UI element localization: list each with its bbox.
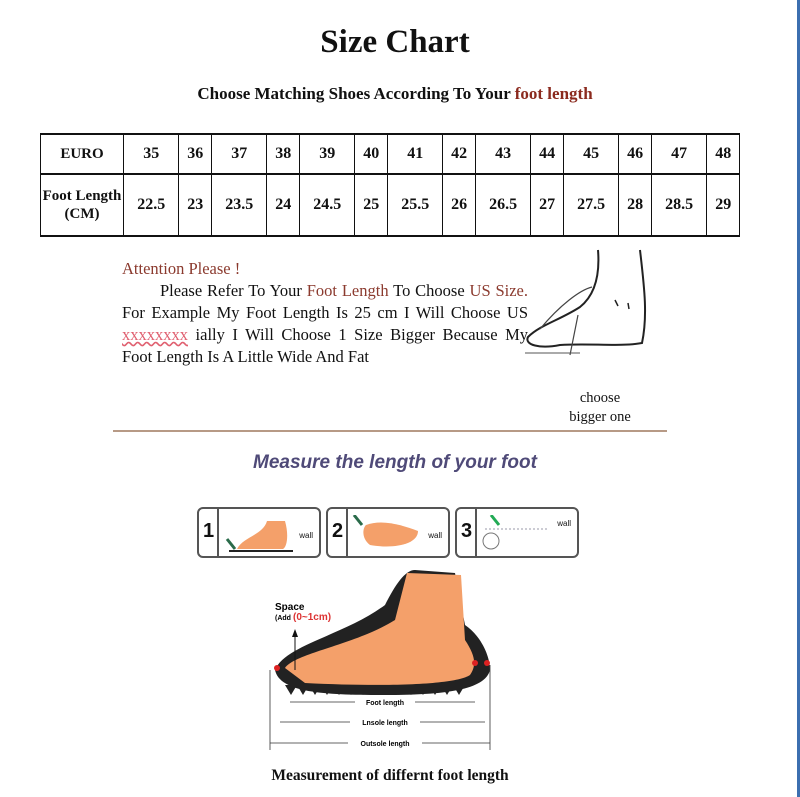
foot-step-icon — [482, 515, 549, 550]
foot-length-cell: 25.5 — [386, 174, 444, 236]
shoe-diagram: Space (Add (0~1cm) Foot length Lnsole le… — [269, 570, 491, 750]
text: To Choose — [388, 281, 470, 300]
divider — [113, 430, 667, 432]
foot-length-cell: 22.5 — [122, 174, 180, 236]
attention-body: Please Refer To Your Foot Length To Choo… — [122, 280, 528, 368]
text: ially I Will Choose 1 Size Bigger Becaus… — [122, 325, 528, 366]
euro-size-cell: 37 — [210, 134, 268, 175]
euro-size-cell: 41 — [386, 134, 444, 175]
foot-length-cell: 26 — [442, 174, 476, 236]
subtitle-text: Choose Matching Shoes According To Your — [197, 84, 515, 103]
choose-bigger-note: choose bigger one — [569, 390, 631, 425]
step-number: 2 — [332, 520, 344, 542]
subtitle-highlight: foot length — [514, 84, 593, 103]
foot-length-cell: 27.5 — [562, 174, 620, 236]
euro-size-cell: 42 — [442, 134, 476, 175]
row-header: Foot Length (CM) — [40, 174, 124, 236]
attention-note: Attention Please ! Please Refer To Your … — [122, 258, 528, 368]
space-range: (0~1cm) — [293, 612, 331, 623]
euro-size-cell: 35 — [122, 134, 180, 175]
euro-size-cell: 44 — [530, 134, 564, 175]
foot-length-cell: 28.5 — [650, 174, 708, 236]
row-header: EURO — [40, 134, 124, 175]
euro-size-cell: 43 — [474, 134, 532, 175]
wall-label: wall — [557, 519, 571, 528]
footer-caption: Measurement of differnt foot length — [271, 767, 509, 784]
euro-size-cell: 38 — [266, 134, 300, 175]
step-number: 3 — [461, 520, 473, 542]
euro-row: EURO 35 36 37 38 39 40 41 42 43 44 45 46 47 48 — [40, 134, 740, 175]
foot-length-label: Foot length — [366, 700, 404, 707]
wall-label: wall — [428, 531, 442, 540]
attention-heading: Attention Please ! — [122, 259, 241, 278]
foot-length-cell: 24 — [266, 174, 300, 236]
page-title: Size Chart — [320, 24, 470, 60]
text: For Example My Foot Length Is 25 cm I Wi… — [122, 303, 528, 322]
foot-step-icon — [225, 521, 293, 552]
euro-size-cell: 46 — [618, 134, 652, 175]
space-label: Space — [275, 602, 305, 613]
insole-length-label: Lnsole length — [362, 720, 408, 727]
euro-size-cell: 47 — [650, 134, 708, 175]
euro-size-cell: 40 — [354, 134, 388, 175]
foot-length-row: Foot Length (CM) 22.5 23 23.5 24 24.5 25 25.5 26… — [40, 174, 740, 236]
text: Please Refer To Your — [160, 281, 307, 300]
euro-size-cell: 39 — [298, 134, 356, 175]
step-number: 1 — [203, 520, 215, 542]
foot-length-cell: 29 — [706, 174, 740, 236]
foot-sketch-icon — [525, 249, 647, 356]
highlight: Foot Length — [306, 281, 389, 300]
wall-label: wall — [299, 531, 313, 540]
measure-step-2: 2 wall — [326, 507, 450, 558]
foot-length-cell: 26.5 — [474, 174, 532, 236]
euro-size-cell: 36 — [178, 134, 212, 175]
subtitle: Choose Matching Shoes According To Your … — [0, 84, 790, 104]
size-table: EURO 35 36 37 38 39 40 41 42 43 44 45 46 47 48 Foot Le… — [40, 133, 740, 237]
foot-length-cell: 24.5 — [298, 174, 356, 236]
foot-length-cell: 27 — [530, 174, 564, 236]
measure-step-3: 3 wall — [455, 507, 579, 558]
euro-size-cell: 45 — [562, 134, 620, 175]
measure-title: Measure the length of your foot — [253, 452, 537, 473]
foot-step-icon — [352, 515, 418, 547]
foot-length-cell: 23 — [178, 174, 212, 236]
foot-length-cell: 25 — [354, 174, 388, 236]
euro-size-cell: 48 — [706, 134, 740, 175]
highlight: xxxxxxxx — [122, 325, 188, 344]
foot-length-cell: 23.5 — [210, 174, 268, 236]
space-add: (Add — [275, 615, 291, 622]
edge-border — [797, 0, 800, 797]
measure-step-1: 1 wall — [197, 507, 321, 558]
foot-length-cell: 28 — [618, 174, 652, 236]
outsole-length-label: Outsole length — [361, 741, 410, 748]
highlight: US Size. — [469, 281, 529, 300]
